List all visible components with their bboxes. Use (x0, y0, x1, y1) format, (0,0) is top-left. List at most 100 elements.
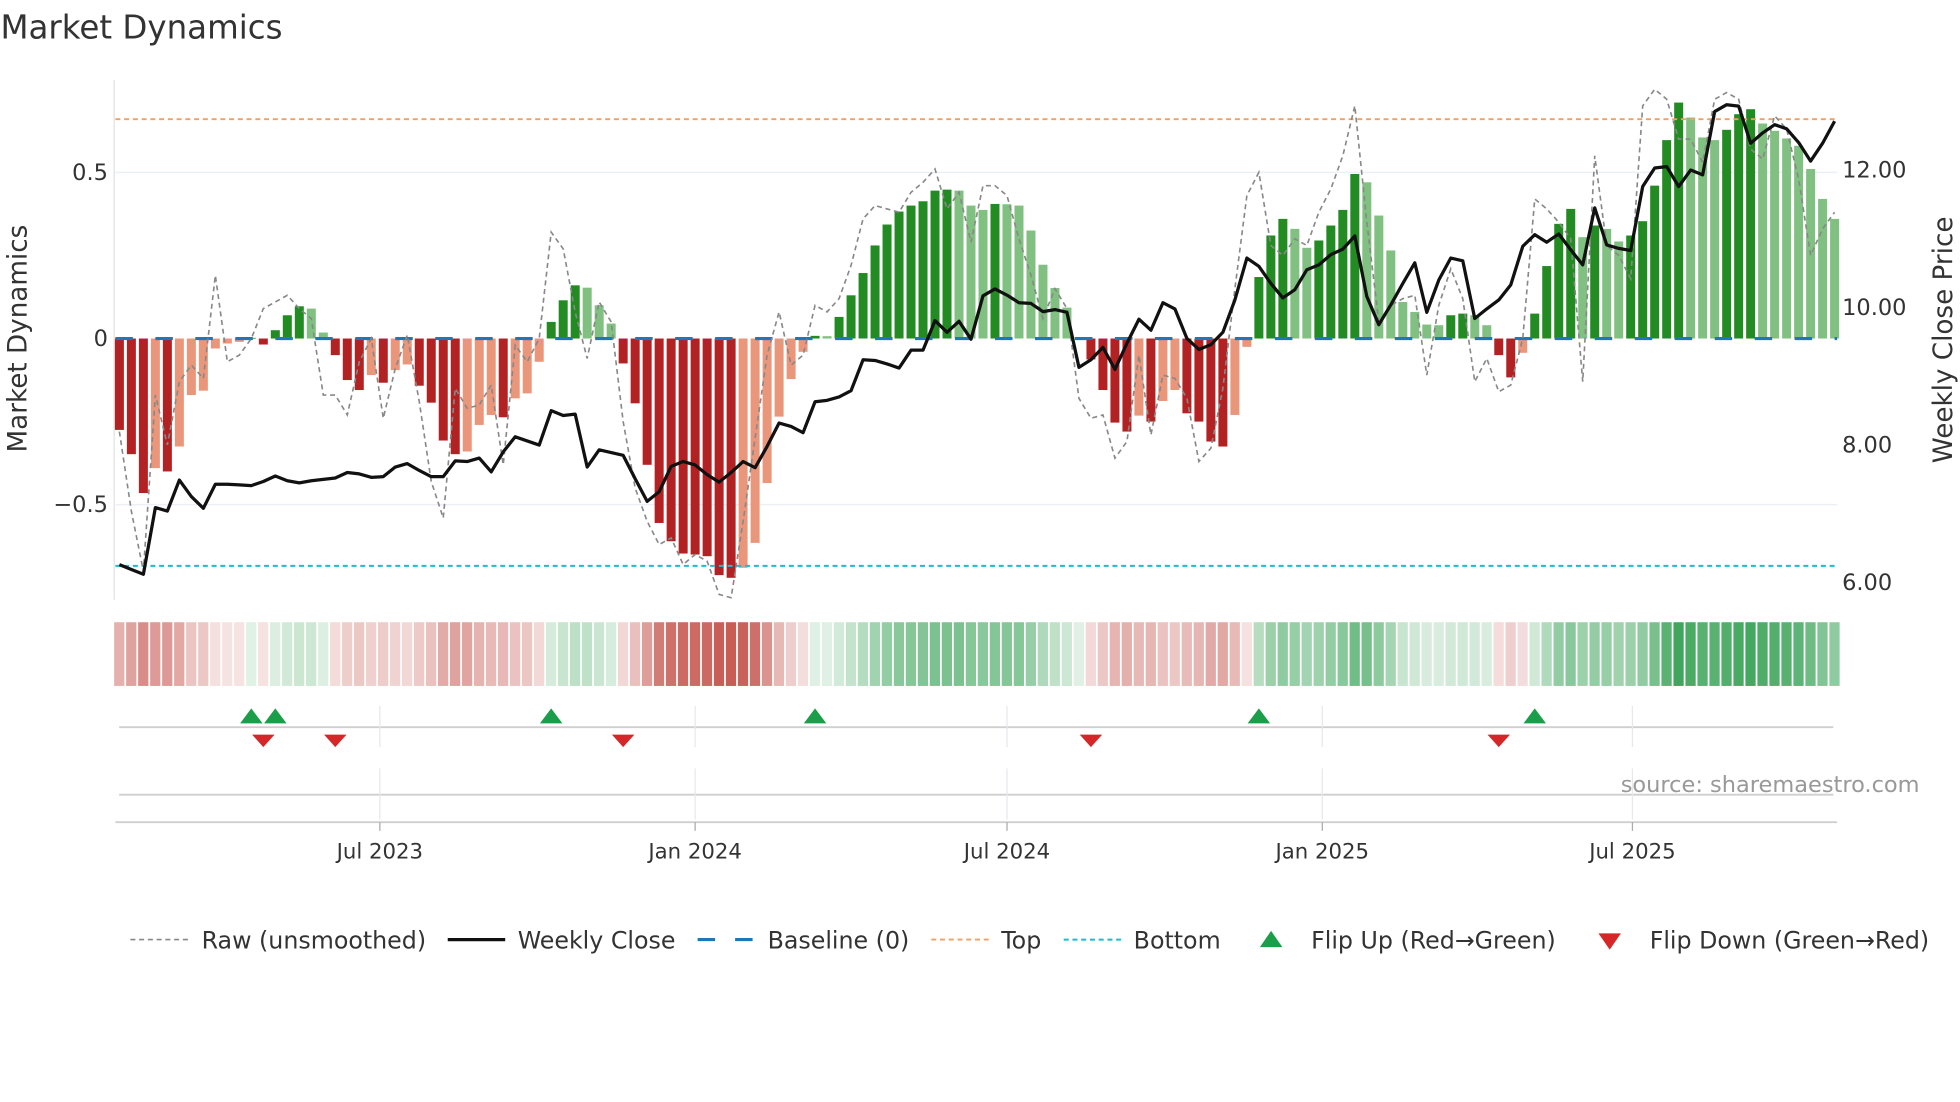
momentum-bar (1206, 338, 1216, 442)
flip-down-marker (611, 734, 635, 748)
momentum-bar (894, 211, 904, 339)
momentum-bar (666, 338, 676, 542)
momentum-bar (1254, 277, 1264, 339)
y-axis-title-right: Weekly Close Price (1929, 217, 1959, 464)
legend-label: Bottom (1134, 926, 1221, 954)
heatmap-cell (1817, 622, 1828, 686)
heatmap-cell (977, 622, 988, 686)
heatmap-cell (1037, 622, 1048, 686)
momentum-bar (174, 338, 184, 447)
heatmap-cell (1157, 622, 1168, 686)
weekly-close-line (118, 103, 1837, 576)
momentum-bar (846, 295, 856, 339)
momentum-bar (1026, 230, 1036, 339)
legend-item-down: Flip Down (Green→Red) (1598, 926, 1929, 954)
heatmap-cell (222, 622, 233, 686)
heatmap-cell (1097, 622, 1108, 686)
momentum-bar (1230, 338, 1240, 415)
heatmap-cell (965, 622, 977, 686)
legend-item-baseline: Baseline (0) (697, 926, 910, 954)
momentum-bar (1626, 235, 1636, 339)
heatmap-cell (198, 622, 209, 686)
heatmap-cell (1661, 622, 1672, 686)
momentum-bar (1410, 311, 1420, 339)
flip-down-marker (1079, 734, 1103, 748)
momentum-bar (606, 323, 616, 339)
momentum-bar (126, 338, 136, 455)
heatmap-cell (1397, 622, 1408, 686)
momentum-bar (1266, 235, 1276, 339)
momentum-bar (1338, 209, 1348, 339)
momentum-bar (1362, 182, 1372, 339)
momentum-bar (762, 338, 772, 484)
x-tick-label: Jul 2023 (335, 839, 423, 864)
flip-up-marker (1247, 708, 1271, 724)
heatmap-strip (114, 622, 1840, 686)
heatmap-cell (1649, 622, 1660, 686)
axis-ticks: 0.5 0 −0.5 12.00 10.00 8.00 6.00 Jul 2023 Jan 20… (53, 158, 1906, 865)
heatmap-cell (1205, 622, 1216, 686)
momentum-bar (546, 321, 556, 339)
heatmap-cell (665, 622, 677, 686)
momentum-bar (882, 224, 892, 339)
momentum-bar (1818, 198, 1828, 339)
momentum-bar (798, 338, 808, 352)
heatmap-cell (1049, 622, 1060, 686)
momentum-bar (1326, 225, 1336, 339)
series-lines (115, 88, 1838, 599)
momentum-bar (1518, 338, 1528, 353)
momentum-bar (162, 338, 172, 472)
flip-up-marker (240, 708, 263, 724)
momentum-bar (1122, 338, 1132, 432)
heatmap-cell (342, 622, 353, 686)
momentum-bar (306, 308, 316, 339)
heatmap-cell (857, 622, 869, 686)
heatmap-cell (893, 622, 905, 686)
momentum-bar (510, 338, 520, 399)
heatmap-cell (366, 622, 377, 686)
momentum-bar (1566, 208, 1576, 339)
momentum-bar (654, 338, 664, 523)
heatmap-cell (605, 622, 617, 686)
momentum-bar (1050, 288, 1060, 339)
momentum-bar (1458, 313, 1468, 339)
momentum-bar (1542, 266, 1552, 339)
heatmap-cell (749, 622, 761, 686)
heatmap-cell (1469, 622, 1480, 686)
momentum-bar (1158, 338, 1168, 401)
heatmap-cell (150, 622, 161, 686)
heatmap-cell (1301, 622, 1312, 686)
heatmap-cell (1385, 622, 1396, 686)
momentum-bar (1038, 264, 1048, 339)
momentum-bar (1422, 324, 1432, 339)
momentum-bar (234, 338, 244, 342)
momentum-bar (522, 338, 532, 394)
momentum-bar (1554, 223, 1564, 339)
momentum-bar (786, 338, 796, 380)
legend-label: Baseline (0) (768, 926, 910, 954)
momentum-bar (270, 330, 280, 339)
momentum-bar (618, 338, 628, 364)
heatmap-cell (689, 622, 701, 686)
heatmap-cell (1517, 622, 1528, 686)
momentum-bar (1086, 338, 1096, 360)
heatmap-cell (557, 622, 569, 686)
momentum-bar (390, 338, 400, 371)
heatmap-cell (845, 622, 857, 686)
heatmap-cell (282, 622, 293, 686)
momentum-bar (186, 338, 196, 396)
momentum-bar (906, 205, 916, 339)
heatmap-cell (1577, 622, 1588, 686)
heatmap-cell (306, 622, 317, 686)
heatmap-cell (1121, 622, 1132, 686)
heatmap-cell (318, 622, 329, 686)
heatmap-cell (725, 622, 737, 686)
heatmap-cell (1541, 622, 1552, 686)
heatmap-cell (809, 622, 821, 686)
momentum-bar (1482, 325, 1492, 339)
heatmap-cell (1217, 622, 1228, 686)
heatmap-cell (138, 622, 149, 686)
legend: Raw (unsmoothed) Weekly Close Baseline (0)… (130, 926, 1929, 954)
legend-label: Flip Down (Green→Red) (1650, 926, 1929, 954)
legend-item-close: Weekly Close (447, 926, 675, 954)
